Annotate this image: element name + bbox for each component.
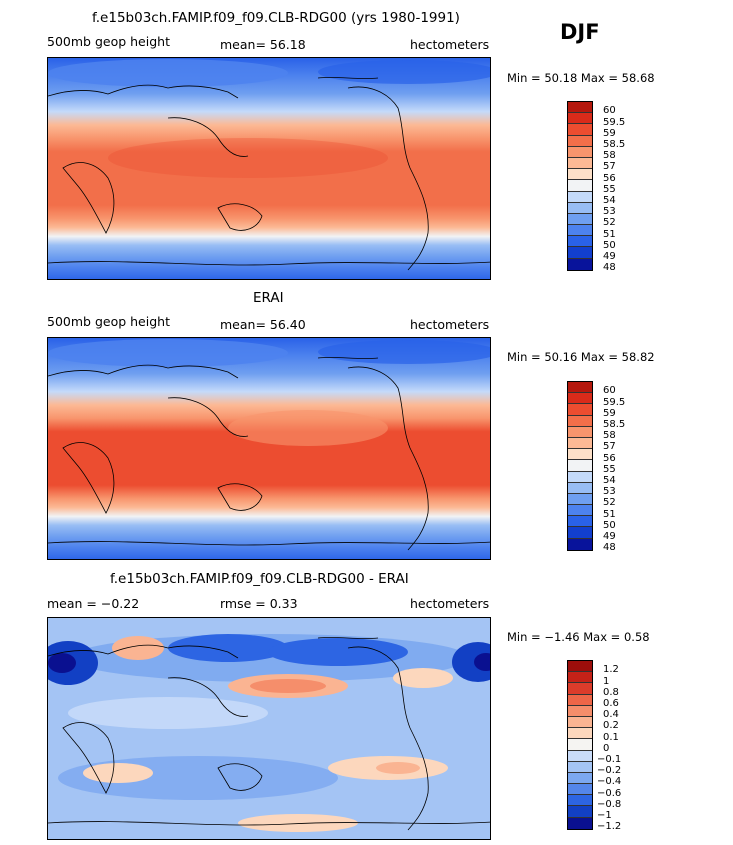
- panel2-cbar-label: 48: [603, 542, 616, 553]
- panel3-cbar-label: −0.8: [597, 799, 622, 810]
- panel1-variable-label: 500mb geop height: [47, 34, 170, 49]
- panel1-cbar-label: 53: [603, 206, 616, 217]
- panel3-cbar-label: −0.6: [597, 788, 622, 799]
- panel2-cbar-label: 58.5: [603, 419, 626, 430]
- panel1-cbar-label: 54: [603, 195, 616, 206]
- panel1-cbar-label: 50: [603, 240, 616, 251]
- panel2-cbar-label: 54: [603, 475, 616, 486]
- panel1-cbar-label: 59: [603, 128, 616, 139]
- panel3-cbar-label: 0.2: [603, 720, 619, 731]
- panel1-cbar-label: 48: [603, 262, 616, 273]
- panel1-cbar-label: 49: [603, 251, 616, 262]
- panel3-map: [47, 617, 491, 840]
- panel1-units-label: hectometers: [410, 37, 490, 52]
- panel3-cbar-label: 0.8: [603, 687, 619, 698]
- panel2-units-label: hectometers: [410, 317, 490, 332]
- panel2-cbar-label: 49: [603, 531, 616, 542]
- panel2-cbar-label: 55: [603, 464, 616, 475]
- panel3-minmax: Min = −1.46 Max = 0.58: [507, 630, 650, 644]
- panel2-cbar-label: 53: [603, 486, 616, 497]
- panel3-cbar-label: 0.6: [603, 698, 619, 709]
- panel3-cbar-label: −1: [597, 810, 612, 821]
- panel2-cbar-label: 56: [603, 453, 616, 464]
- panel3-contour-field: [48, 618, 490, 839]
- panel1-colorbar: [567, 101, 593, 271]
- panel3-rmse-label: rmse = 0.33: [220, 596, 298, 611]
- panel1-cbar-label: 58.5: [603, 139, 626, 150]
- panel1-cbar-label: 57: [603, 161, 616, 172]
- panel2-coastlines: [48, 357, 490, 551]
- panel1-title: f.e15b03ch.FAMIP.f09_f09.CLB-RDG00 (yrs …: [92, 10, 460, 26]
- panel3-cbar-label: −0.2: [597, 765, 622, 776]
- panel2-cbar-label: 51: [603, 509, 616, 520]
- panel3-colorbar: [567, 660, 593, 830]
- panel2-cbar-label: 52: [603, 497, 616, 508]
- panel1-cbar-label: 59.5: [603, 117, 626, 128]
- panel1-coastlines: [48, 77, 490, 271]
- panel3-cbar-label: 0: [603, 743, 610, 754]
- panel3-cbar-label: −0.4: [597, 776, 622, 787]
- panel2-map: [47, 337, 491, 560]
- panel1-map: [47, 57, 491, 280]
- panel2-title: ERAI: [253, 290, 284, 306]
- panel3-cbar-label: −1.2: [597, 821, 622, 832]
- panel2-cbar-label: 50: [603, 520, 616, 531]
- panel1-cbar-label: 55: [603, 184, 616, 195]
- panel3-cbar-label: −0.1: [597, 754, 622, 765]
- panel1-contour-field: [48, 58, 490, 279]
- panel3-title: f.e15b03ch.FAMIP.f09_f09.CLB-RDG00 - ERA…: [110, 571, 409, 587]
- panel3-cbar-label: 0.4: [603, 709, 619, 720]
- panel3-cbar-label: 1.2: [603, 664, 619, 675]
- panel2-variable-label: 500mb geop height: [47, 314, 170, 329]
- panel1-cbar-label: 58: [603, 150, 616, 161]
- panel2-cbar-label: 60: [603, 385, 616, 396]
- panel2-cbar-label: 59: [603, 408, 616, 419]
- panel1-cbar-label: 51: [603, 229, 616, 240]
- panel1-mean-label: mean= 56.18: [220, 37, 306, 52]
- panel2-cbar-label: 57: [603, 441, 616, 452]
- panel3-cbar-label: 1: [603, 676, 610, 687]
- panel1-cbar-label: 52: [603, 217, 616, 228]
- season-label: DJF: [560, 20, 600, 44]
- panel3-units-label: hectometers: [410, 596, 490, 611]
- panel2-minmax: Min = 50.16 Max = 58.82: [507, 350, 655, 364]
- panel1-cbar-label: 60: [603, 105, 616, 116]
- panel2-colorbar: [567, 381, 593, 551]
- panel1-minmax: Min = 50.18 Max = 58.68: [507, 71, 655, 85]
- panel2-contour-field: [48, 338, 490, 559]
- panel2-cbar-label: 59.5: [603, 397, 626, 408]
- panel3-coastlines: [48, 637, 490, 831]
- panel2-cbar-label: 58: [603, 430, 616, 441]
- panel3-cbar-label: 0.1: [603, 732, 619, 743]
- panel3-mean-label: mean = −0.22: [47, 596, 140, 611]
- panel1-cbar-label: 56: [603, 173, 616, 184]
- panel2-mean-label: mean= 56.40: [220, 317, 306, 332]
